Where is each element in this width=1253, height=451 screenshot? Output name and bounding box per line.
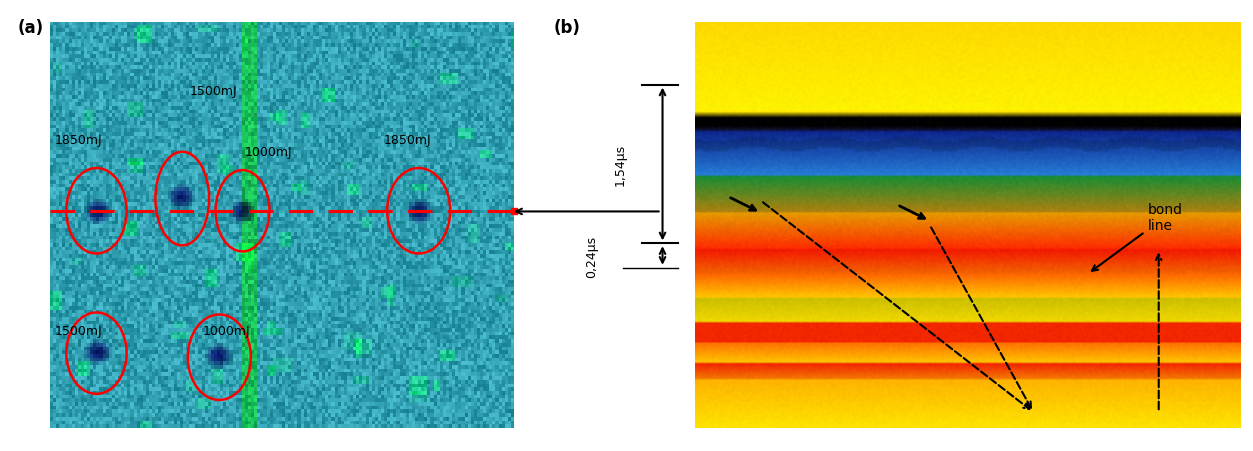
Text: 1850mJ: 1850mJ (55, 134, 103, 147)
Text: 1500mJ: 1500mJ (189, 85, 237, 98)
Text: 1000mJ: 1000mJ (203, 325, 251, 337)
Text: bond
line: bond line (1091, 202, 1183, 271)
Text: 1850mJ: 1850mJ (383, 134, 431, 147)
Text: 1500mJ: 1500mJ (55, 325, 103, 337)
Text: 1000mJ: 1000mJ (244, 146, 292, 159)
Text: (b): (b) (554, 18, 580, 37)
Text: 0,24μs: 0,24μs (585, 235, 599, 277)
Text: (a): (a) (18, 18, 44, 37)
Text: 1,54μs: 1,54μs (614, 143, 626, 186)
